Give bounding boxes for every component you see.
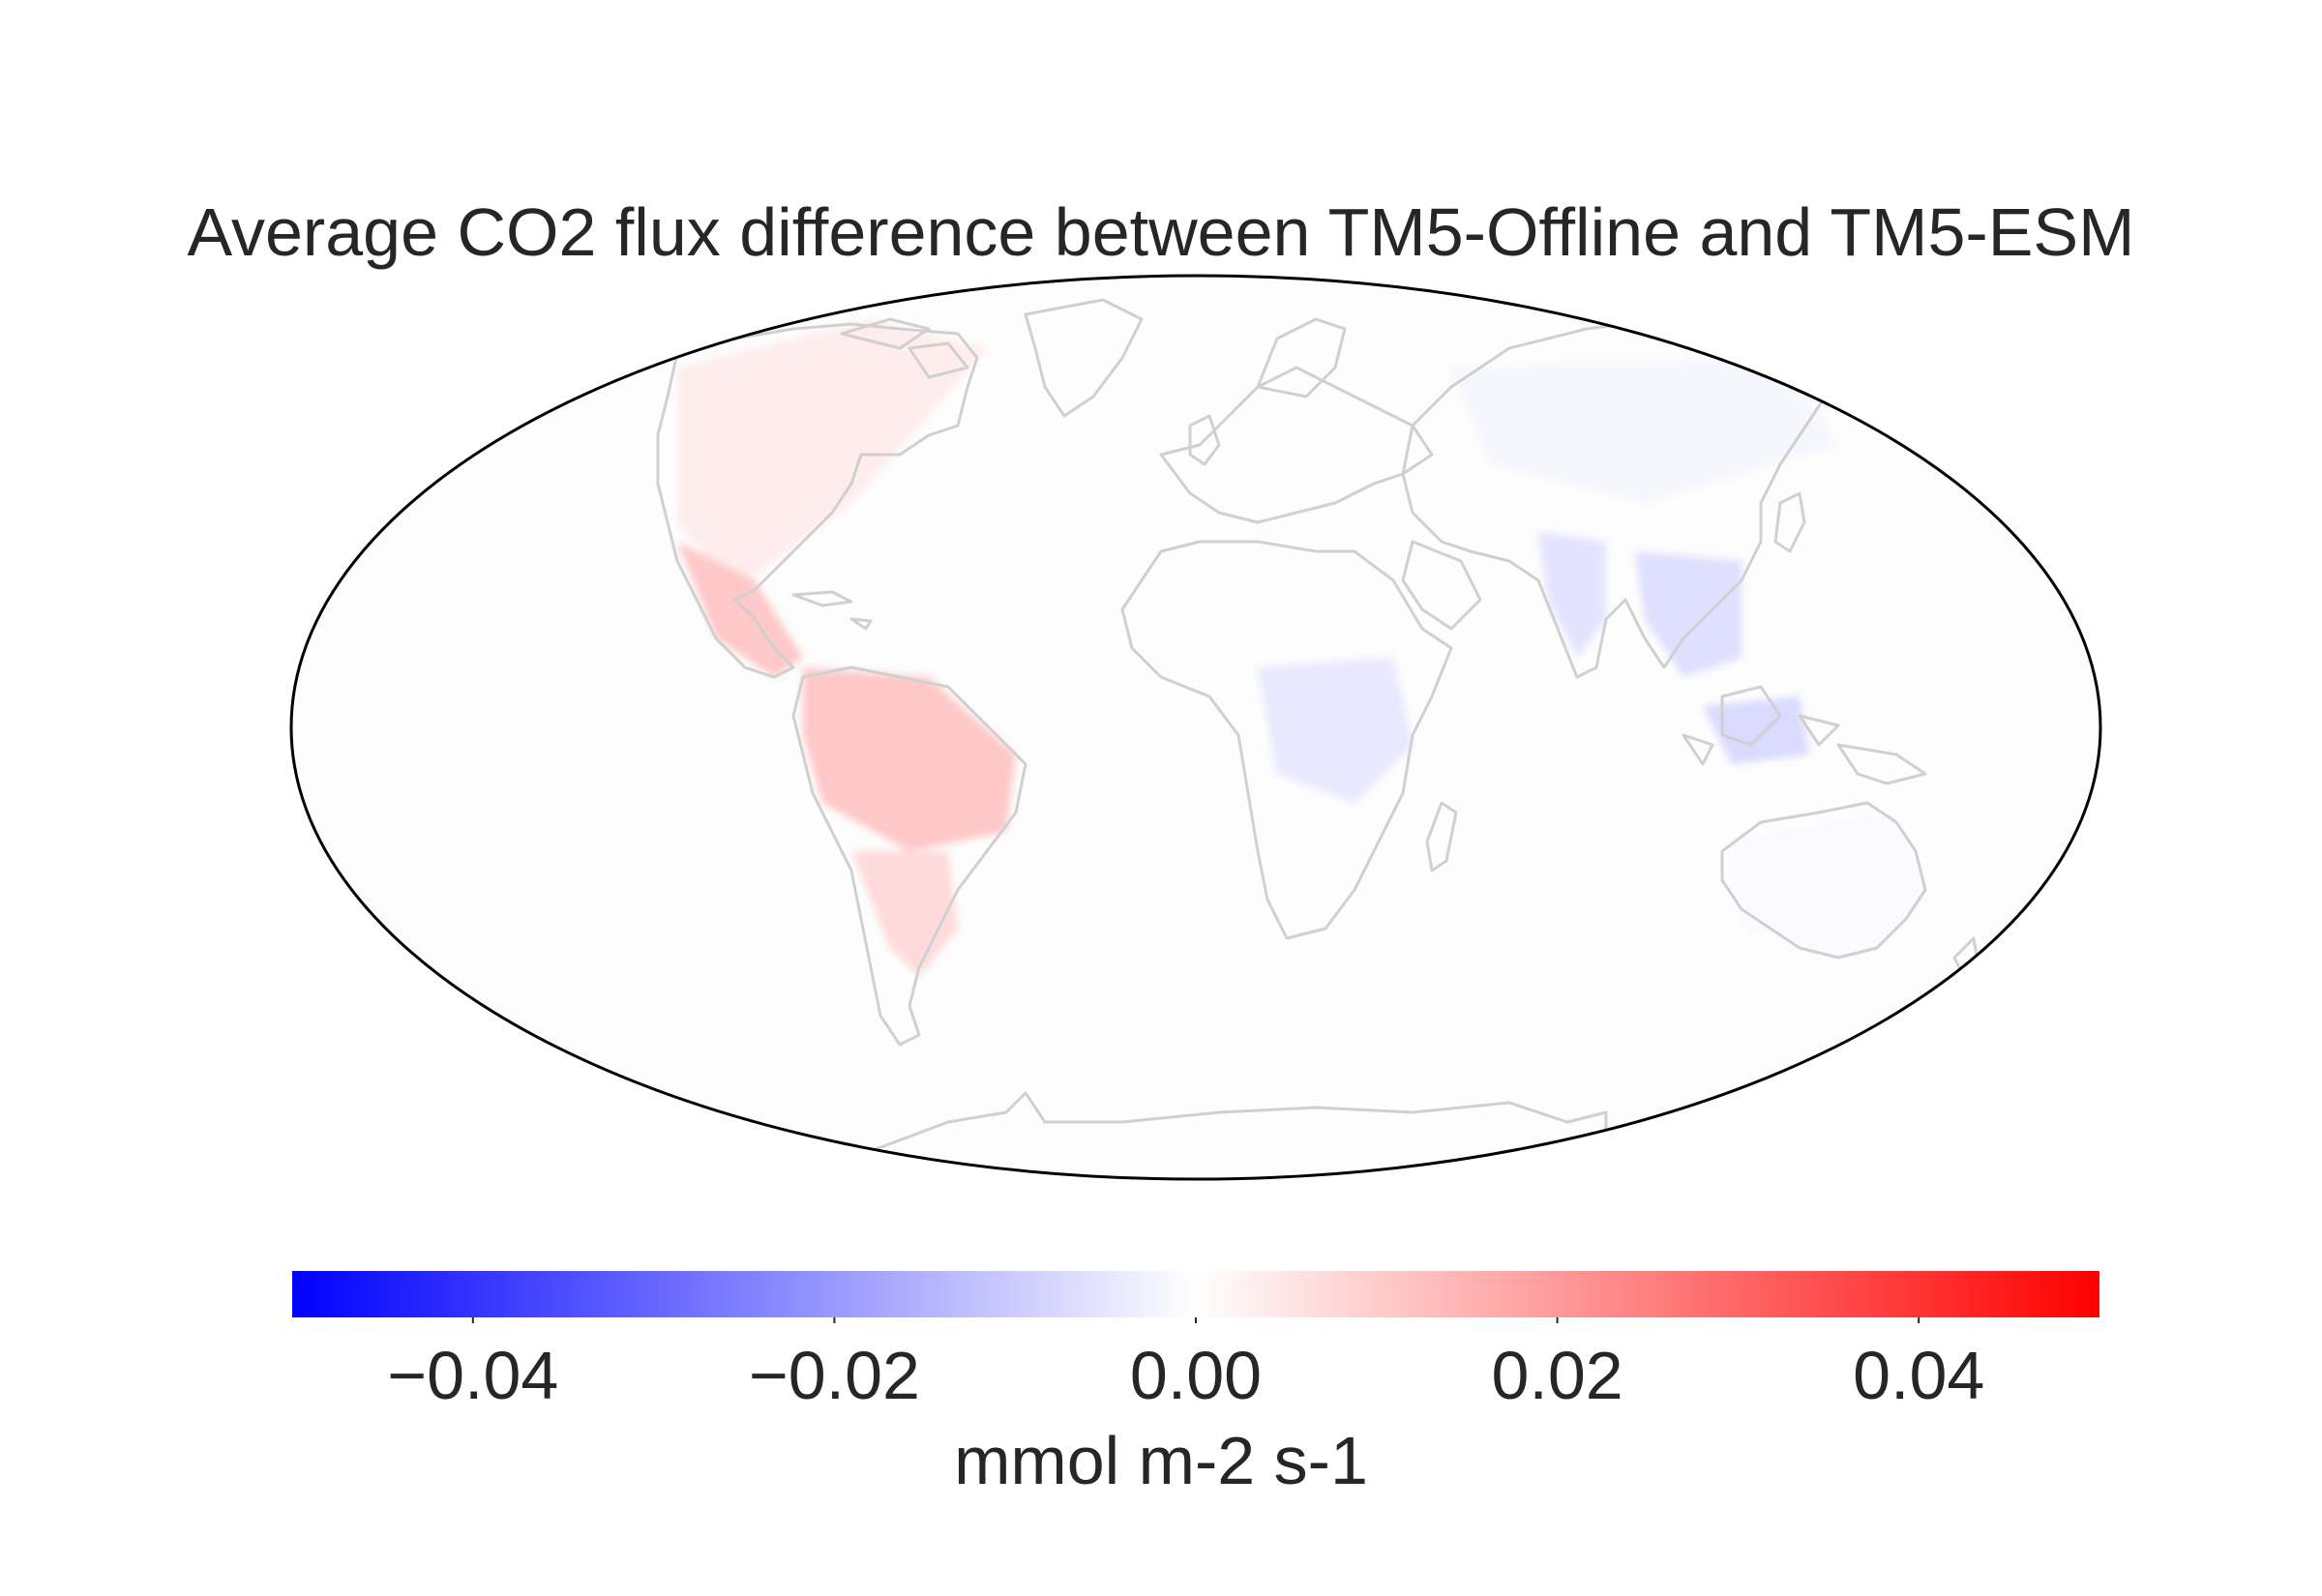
flux-region-siberia [1451,358,1838,503]
coastline-south-america [791,665,1027,1047]
colorbar-tick-label: 0.02 [1491,1338,1622,1413]
colorbar [292,1271,2099,1317]
coastline-madagascar [1425,801,1458,872]
colorbar-tick-label: −0.04 [387,1338,558,1413]
flux-region-central-africa [1258,658,1413,803]
flux-region-amazon [803,667,1016,851]
coastline-arabia [1401,540,1482,631]
colorbar-ticks: −0.04 −0.02 0.00 0.02 0.04 [387,1317,1984,1413]
coastline-europe [1159,366,1434,524]
colorbar-tick-label: −0.02 [749,1338,920,1413]
colorbar-tick-label: 0.04 [1853,1338,1984,1413]
colorbar-label: mmol m-2 s-1 [954,1423,1368,1498]
flux-region-indonesia [1703,696,1809,764]
flux-region-north-america [677,319,987,590]
coastline-british-isles [1188,414,1221,466]
flux-region-southeast-asia [1635,551,1742,677]
coastline-indonesia [1682,685,1927,785]
coastline-greenland [1024,298,1144,418]
coastline-scandinavia [1256,317,1347,399]
coastline-arctic-islands [840,317,969,379]
coastline-antarctica [870,1091,1608,1161]
flux-region-australia [1732,813,1925,958]
coastline-caribbean [791,590,873,631]
coastline-australia [1720,801,1927,960]
coastline-africa [1120,540,1453,940]
flux-region-india [1538,532,1606,658]
globe-outline [289,274,2102,1181]
coastline-north-america [656,322,979,679]
flux-field [677,319,1925,977]
globe-background [291,276,2100,1179]
coastlines [656,298,1980,1161]
coastline-japan [1773,491,1806,553]
colorbar-tick-label: 0.00 [1130,1338,1262,1413]
map-title: Average CO2 flux difference between TM5-… [187,194,2135,270]
